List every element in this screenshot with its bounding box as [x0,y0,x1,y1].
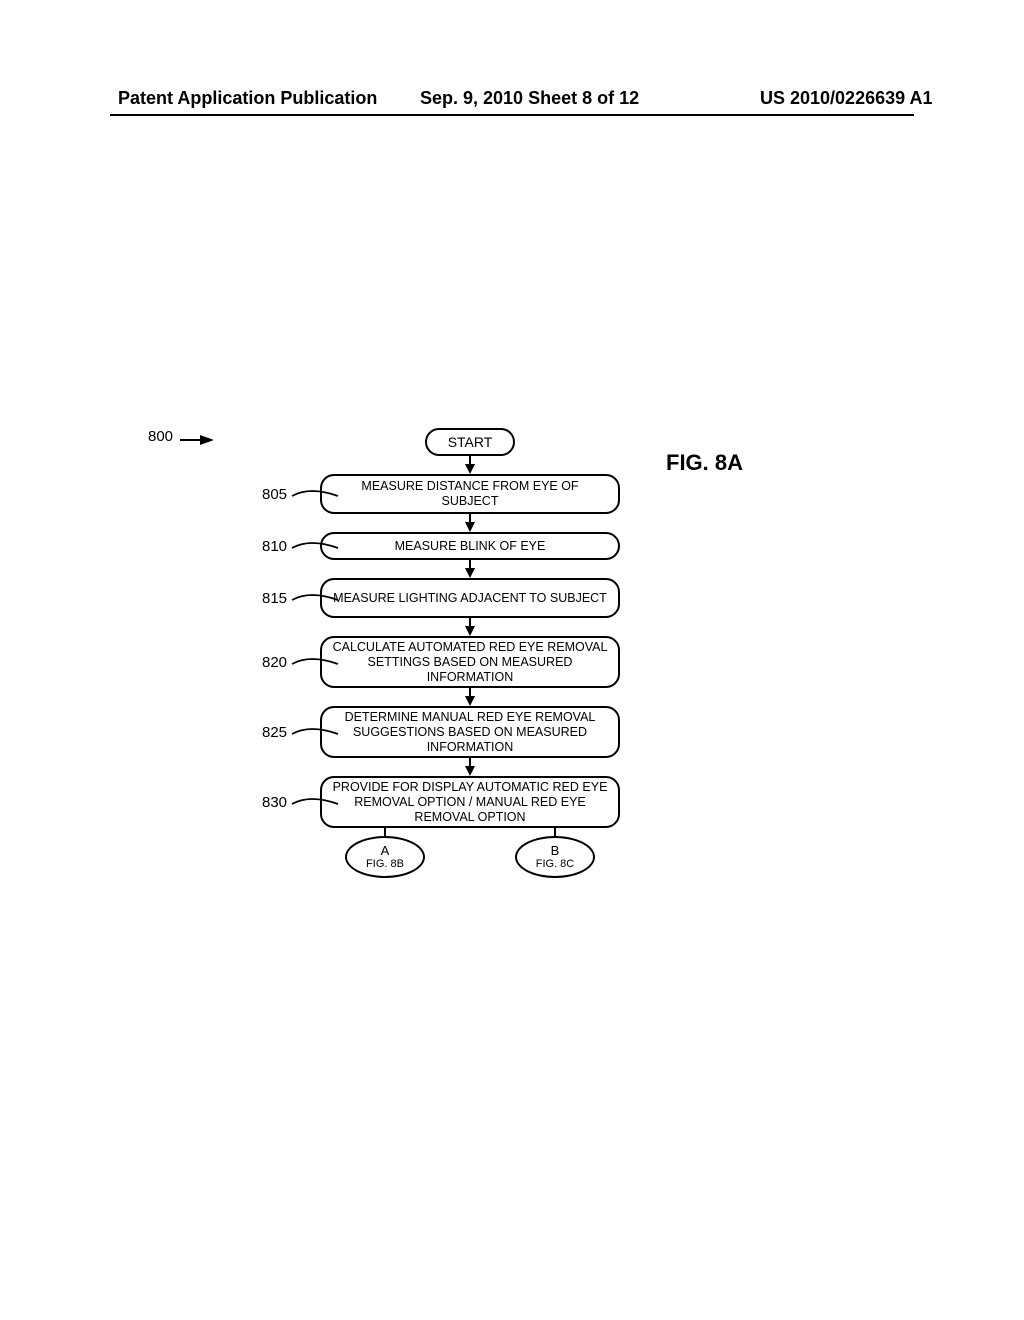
step-text-820: CALCULATE AUTOMATED RED EYE REMOVAL SETT… [332,640,608,685]
ref-num-805: 805 [262,486,287,503]
split-connectors: A FIG. 8B B FIG. 8C [300,828,640,883]
step-node-815: MEASURE LIGHTING ADJACENT TO SUBJECT815 [320,578,620,618]
ref-callout-820: 820 [262,654,287,672]
ref-num-825: 825 [262,724,287,741]
figure-label: FIG. 8A [666,450,743,476]
arrow-after-815 [300,618,640,636]
step-node-820: CALCULATE AUTOMATED RED EYE REMOVAL SETT… [320,636,620,688]
flowchart: START MEASURE DISTANCE FROM EYE OF SUBJE… [300,428,640,883]
start-label: START [448,434,493,451]
reference-arrow-800 [180,432,220,448]
start-node: START [425,428,515,456]
step-node-830: PROVIDE FOR DISPLAY AUTOMATIC RED EYE RE… [320,776,620,828]
step-text-825: DETERMINE MANUAL RED EYE REMOVAL SUGGEST… [332,710,608,755]
offpage-connector-a: A FIG. 8B [345,836,425,878]
header-left: Patent Application Publication [118,88,377,109]
arrow-start-to-805 [300,456,640,474]
step-text-815: MEASURE LIGHTING ADJACENT TO SUBJECT [333,591,607,606]
step-node-810: MEASURE BLINK OF EYE810 [320,532,620,560]
offpage-a-sub: FIG. 8B [366,858,404,870]
ref-callout-830: 830 [262,794,287,812]
arrow-after-805 [300,514,640,532]
step-text-810: MEASURE BLINK OF EYE [395,539,546,554]
ref-num-830: 830 [262,794,287,811]
offpage-b-letter: B [551,844,560,858]
step-text-830: PROVIDE FOR DISPLAY AUTOMATIC RED EYE RE… [332,780,608,825]
header-center: Sep. 9, 2010 Sheet 8 of 12 [420,88,639,109]
step-node-805: MEASURE DISTANCE FROM EYE OF SUBJECT805 [320,474,620,514]
offpage-connector-b: B FIG. 8C [515,836,595,878]
step-text-805: MEASURE DISTANCE FROM EYE OF SUBJECT [332,479,608,509]
arrow-after-820 [300,688,640,706]
ref-num-810: 810 [262,538,287,555]
patent-page: Patent Application Publication Sep. 9, 2… [0,0,1024,1320]
ref-callout-810: 810 [262,538,287,556]
ref-callout-815: 815 [262,590,287,608]
header-right: US 2010/0226639 A1 [760,88,932,109]
step-node-825: DETERMINE MANUAL RED EYE REMOVAL SUGGEST… [320,706,620,758]
ref-callout-825: 825 [262,724,287,742]
arrow-after-825 [300,758,640,776]
ref-callout-805: 805 [262,486,287,504]
arrow-after-810 [300,560,640,578]
reference-number-800: 800 [148,428,173,445]
header-rule [110,114,914,116]
ref-num-815: 815 [262,590,287,607]
offpage-b-sub: FIG. 8C [536,858,575,870]
ref-num-820: 820 [262,654,287,671]
offpage-a-letter: A [381,844,390,858]
